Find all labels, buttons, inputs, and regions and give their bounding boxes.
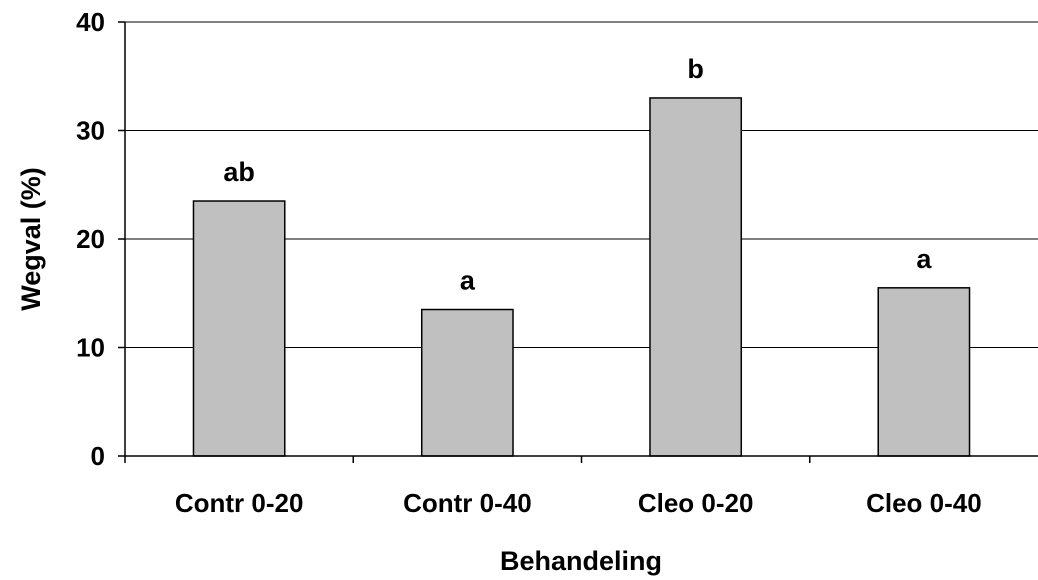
y-tick-label: 20 [76,224,105,254]
y-tick-label: 10 [76,333,105,363]
y-axis-title: Wegval (%) [16,167,46,311]
bar-label: a [460,266,476,296]
y-tick-labels: 0 10 20 30 40 [76,7,125,471]
y-tick-label: 40 [76,7,105,37]
bars [192,97,971,457]
bar-label: ab [223,157,255,187]
x-tick-labels: Contr 0-20 Contr 0-40 Cleo 0-20 Cleo 0-40 [124,456,982,518]
x-tick-label: Contr 0-20 [175,488,304,518]
y-tick-label: 30 [76,116,105,146]
bar [877,287,971,457]
y-tick-label: 0 [91,441,105,471]
x-tick-label: Contr 0-40 [403,488,532,518]
x-axis-title: Behandeling [500,546,662,576]
bar-label: a [916,244,932,274]
bar [649,97,743,457]
x-tick-label: Cleo 0-40 [866,488,982,518]
bar-label: b [687,54,704,84]
x-tick-label: Cleo 0-20 [638,488,754,518]
bar [420,308,514,457]
bar [192,200,286,457]
